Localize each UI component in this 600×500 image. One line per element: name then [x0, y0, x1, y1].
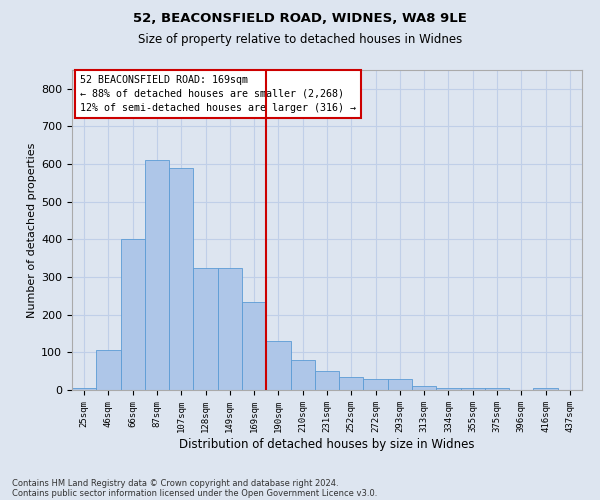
Bar	[388, 378, 412, 390]
Text: 52, BEACONSFIELD ROAD, WIDNES, WA8 9LE: 52, BEACONSFIELD ROAD, WIDNES, WA8 9LE	[133, 12, 467, 26]
Text: Contains HM Land Registry data © Crown copyright and database right 2024.: Contains HM Land Registry data © Crown c…	[12, 478, 338, 488]
Bar	[266, 341, 290, 390]
Bar	[436, 388, 461, 390]
Y-axis label: Number of detached properties: Number of detached properties	[27, 142, 37, 318]
Bar	[485, 388, 509, 390]
Bar	[193, 268, 218, 390]
X-axis label: Distribution of detached houses by size in Widnes: Distribution of detached houses by size …	[179, 438, 475, 450]
Bar	[461, 388, 485, 390]
Bar	[169, 168, 193, 390]
Bar	[218, 268, 242, 390]
Bar	[533, 388, 558, 390]
Bar	[72, 388, 96, 390]
Bar	[364, 378, 388, 390]
Bar	[96, 350, 121, 390]
Bar	[412, 386, 436, 390]
Text: Size of property relative to detached houses in Widnes: Size of property relative to detached ho…	[138, 32, 462, 46]
Text: 52 BEACONSFIELD ROAD: 169sqm
← 88% of detached houses are smaller (2,268)
12% of: 52 BEACONSFIELD ROAD: 169sqm ← 88% of de…	[80, 75, 356, 113]
Bar	[315, 371, 339, 390]
Bar	[121, 240, 145, 390]
Bar	[290, 360, 315, 390]
Text: Contains public sector information licensed under the Open Government Licence v3: Contains public sector information licen…	[12, 488, 377, 498]
Bar	[242, 302, 266, 390]
Bar	[339, 377, 364, 390]
Bar	[145, 160, 169, 390]
